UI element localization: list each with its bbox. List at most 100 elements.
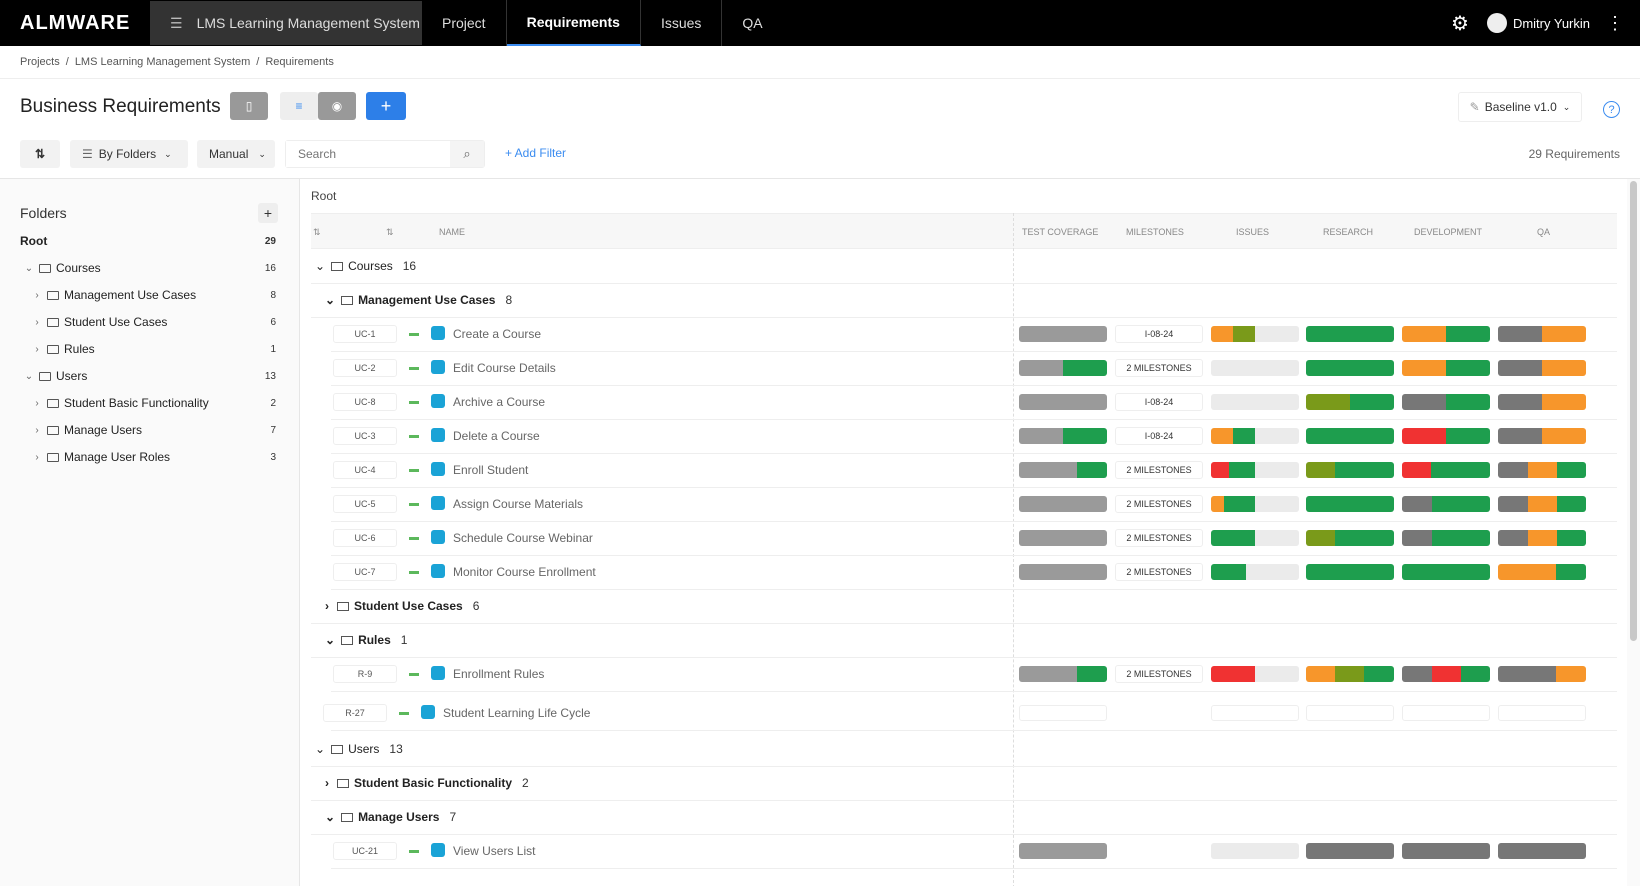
requirement-id[interactable]: UC-5	[333, 495, 397, 513]
search-icon[interactable]: ⌕	[450, 141, 484, 167]
col-research[interactable]: RESEARCH	[1323, 227, 1374, 237]
requirement-name[interactable]: Student Learning Life Cycle	[443, 706, 591, 720]
scrollbar[interactable]	[1627, 179, 1640, 886]
requirement-name[interactable]: View Users List	[453, 844, 536, 858]
drag-col-icon[interactable]: ⇅	[313, 227, 321, 237]
id-sort-icon[interactable]: ⇅	[386, 227, 394, 237]
baseline-dropdown[interactable]: ✎ Baseline v1.0 ⌄	[1458, 92, 1582, 122]
col-issues[interactable]: ISSUES	[1236, 227, 1270, 237]
chevron-right-icon[interactable]: ›	[35, 343, 39, 355]
milestone-badge[interactable]: I-08-24	[1115, 427, 1203, 445]
tree-item-courses[interactable]: ⌄ Courses 16	[0, 255, 300, 281]
sort-mode-dropdown[interactable]: Manual ⌄	[197, 140, 275, 168]
requirement-name[interactable]: Assign Course Materials	[453, 497, 584, 511]
group-row-student-basic-functionality[interactable]: › Student Basic Functionality 2	[325, 766, 529, 800]
requirement-id[interactable]: UC-6	[333, 529, 397, 547]
group-row-courses[interactable]: ⌄ Courses 16	[315, 249, 416, 283]
requirement-id[interactable]: UC-21	[333, 842, 397, 860]
project-selector[interactable]: ☰ LMS Learning Management System	[150, 1, 422, 45]
add-requirement-button[interactable]: +	[366, 92, 406, 120]
add-filter-link[interactable]: + Add Filter	[505, 146, 567, 160]
table-row[interactable]: UC-8 Archive a Course I-08-24	[301, 385, 1621, 420]
requirement-name[interactable]: Schedule Course Webinar	[453, 531, 593, 545]
milestone-badge[interactable]: I-08-24	[1115, 393, 1203, 411]
milestone-badge[interactable]: 2 MILESTONES	[1115, 665, 1203, 683]
sort-button[interactable]: ⇅	[20, 140, 60, 168]
group-row-users[interactable]: ⌄ Users 13	[315, 732, 403, 766]
avatar[interactable]	[1486, 13, 1507, 33]
chevron-down-icon[interactable]: ⌄	[315, 742, 326, 756]
requirement-name[interactable]: Enrollment Rules	[453, 667, 545, 681]
requirement-id[interactable]: UC-3	[333, 427, 397, 445]
table-row[interactable]: UC-5 Assign Course Materials 2 MILESTONES	[301, 487, 1621, 522]
requirement-name[interactable]: Monitor Course Enrollment	[453, 565, 596, 579]
table-row[interactable]: UC-7 Monitor Course Enrollment 2 MILESTONE…	[301, 555, 1621, 590]
group-row-student-use-cases[interactable]: › Student Use Cases 6	[325, 589, 479, 623]
tree-item-users[interactable]: ⌄ Users 13	[0, 363, 300, 389]
chevron-right-icon[interactable]: ›	[35, 316, 39, 328]
milestone-badge[interactable]: 2 MILESTONES	[1115, 563, 1203, 581]
chevron-right-icon[interactable]: ›	[35, 397, 39, 409]
search-input[interactable]	[286, 141, 450, 167]
tree-item-manage-user-roles[interactable]: › Manage User Roles 3	[0, 444, 300, 470]
diagram-view-button[interactable]: ◉	[318, 92, 356, 120]
table-row[interactable]: UC-4 Enroll Student 2 MILESTONES	[301, 453, 1621, 488]
col-development[interactable]: DEVELOPMENT	[1414, 227, 1483, 237]
gear-icon[interactable]: ⚙	[1451, 12, 1469, 35]
chevron-right-icon[interactable]: ›	[35, 424, 39, 436]
app-logo[interactable]: ALMWARE	[20, 11, 131, 34]
milestone-badge[interactable]: 2 MILESTONES	[1115, 461, 1203, 479]
col-test-coverage[interactable]: TEST COVERAGE	[1022, 227, 1099, 237]
tab-project[interactable]: Project	[422, 0, 507, 46]
toggle-sidebar-button[interactable]: ▯	[230, 92, 268, 120]
chevron-right-icon[interactable]: ›	[35, 289, 39, 301]
chevron-right-icon[interactable]: ›	[325, 776, 329, 790]
tree-item-root[interactable]: Root 29	[0, 228, 300, 254]
requirement-id[interactable]: UC-7	[333, 563, 397, 581]
col-qa[interactable]: QA	[1537, 227, 1551, 237]
requirement-id[interactable]: UC-8	[333, 393, 397, 411]
tree-item-student-use-cases[interactable]: › Student Use Cases 6	[0, 309, 300, 335]
breadcrumb-projects[interactable]: Projects	[20, 56, 60, 68]
chevron-down-icon[interactable]: ⌄	[325, 633, 336, 647]
add-folder-button[interactable]: +	[258, 203, 278, 223]
requirement-name[interactable]: Archive a Course	[453, 395, 546, 409]
table-row[interactable]: UC-1 Create a Course I-08-24	[301, 317, 1621, 352]
table-row[interactable]: UC-3 Delete a Course I-08-24	[301, 419, 1621, 454]
table-row[interactable]: R-9 Enrollment Rules 2 MILESTONES	[301, 657, 1621, 692]
tab-qa[interactable]: QA	[742, 15, 763, 31]
table-row[interactable]: UC-2 Edit Course Details 2 MILESTONES	[301, 351, 1621, 386]
requirement-id[interactable]: R-9	[333, 665, 397, 683]
chevron-right-icon[interactable]: ›	[325, 599, 329, 613]
chevron-down-icon[interactable]: ⌄	[24, 262, 34, 274]
chevron-right-icon[interactable]: ›	[35, 451, 39, 463]
tab-issues[interactable]: Issues	[641, 0, 723, 46]
milestone-badge[interactable]: 2 MILESTONES	[1115, 495, 1203, 513]
requirement-id[interactable]: UC-4	[333, 461, 397, 479]
group-by-dropdown[interactable]: ☰ By Folders ⌄	[70, 140, 188, 168]
requirement-id[interactable]: R-27	[323, 704, 387, 722]
requirement-name[interactable]: Edit Course Details	[453, 361, 556, 375]
chevron-down-icon[interactable]: ⌄	[325, 810, 336, 824]
tree-item-rules[interactable]: › Rules 1	[0, 336, 300, 362]
col-name[interactable]: NAME	[439, 227, 466, 237]
more-icon[interactable]: ⋮	[1606, 12, 1624, 33]
requirement-id[interactable]: UC-1	[333, 325, 397, 343]
table-row[interactable]: R-27 Student Learning Life Cycle	[301, 696, 1621, 731]
tree-item-manage-users[interactable]: › Manage Users 7	[0, 417, 300, 443]
group-row-rules[interactable]: ⌄ Rules 1	[325, 623, 407, 657]
requirement-name[interactable]: Create a Course	[453, 327, 542, 341]
requirement-name[interactable]: Enroll Student	[453, 463, 529, 477]
table-row[interactable]: UC-21 View Users List	[301, 834, 1621, 869]
tree-item-student-basic-functionality[interactable]: › Student Basic Functionality 2	[0, 390, 300, 416]
list-view-button[interactable]: ≡	[280, 92, 318, 120]
milestone-badge[interactable]: 2 MILESTONES	[1115, 359, 1203, 377]
tab-requirements[interactable]: Requirements	[506, 0, 641, 46]
table-row[interactable]: UC-6 Schedule Course Webinar 2 MILESTONES	[301, 521, 1621, 556]
breadcrumb-project[interactable]: LMS Learning Management System	[74, 56, 251, 68]
milestone-badge[interactable]: 2 MILESTONES	[1115, 529, 1203, 547]
requirement-id[interactable]: UC-2	[333, 359, 397, 377]
chevron-down-icon[interactable]: ⌄	[325, 293, 336, 307]
milestone-badge[interactable]: I-08-24	[1115, 325, 1203, 343]
tree-item-management-use-cases[interactable]: › Management Use Cases 8	[0, 282, 300, 308]
